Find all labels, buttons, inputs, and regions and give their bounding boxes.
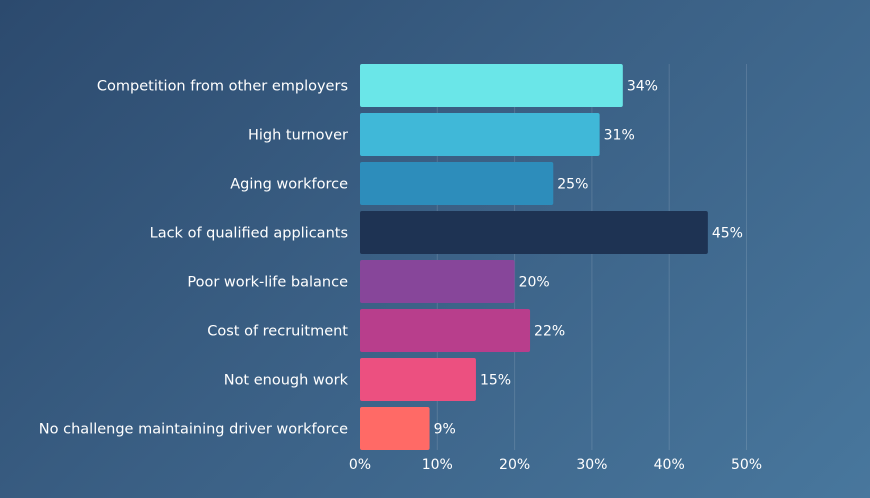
bar-5	[360, 260, 515, 303]
value-label-4: 45%	[712, 226, 743, 242]
x-axis-tick-labels: 0% 10% 20% 30% 40% 50%	[349, 457, 762, 473]
x-tick-label-10: 10%	[422, 457, 453, 473]
value-label-5: 20%	[519, 275, 550, 291]
category-label-1: Competition from other employers	[97, 79, 348, 95]
value-label-1: 34%	[627, 79, 658, 95]
value-labels: 34% 31% 25% 45% 20% 22% 15% 9%	[434, 79, 743, 438]
x-tick-label-40: 40%	[654, 457, 685, 473]
value-label-7: 15%	[480, 373, 511, 389]
value-label-6: 22%	[534, 324, 565, 340]
bar-8	[360, 407, 430, 450]
x-tick-label-30: 30%	[576, 457, 607, 473]
bar-1	[360, 64, 623, 107]
x-tick-label-0: 0%	[349, 457, 371, 473]
bars	[360, 64, 708, 450]
category-label-6: Cost of recruitment	[207, 324, 348, 340]
category-labels: Competition from other employers High tur…	[39, 79, 349, 438]
category-label-2: High turnover	[248, 128, 348, 144]
category-label-3: Aging workforce	[230, 177, 348, 193]
bar-3	[360, 162, 554, 205]
category-label-5: Poor work-life balance	[187, 275, 348, 291]
value-label-8: 9%	[434, 422, 456, 438]
bar-7	[360, 358, 476, 401]
value-label-3: 25%	[557, 177, 588, 193]
category-label-7: Not enough work	[224, 373, 349, 389]
x-tick-label-20: 20%	[499, 457, 530, 473]
value-label-2: 31%	[604, 128, 635, 144]
bar-4	[360, 211, 708, 254]
category-label-8: No challenge maintaining driver workforc…	[39, 422, 348, 438]
bar-2	[360, 113, 600, 156]
category-label-4: Lack of qualified applicants	[150, 226, 348, 242]
x-tick-label-50: 50%	[731, 457, 762, 473]
bar-6	[360, 309, 531, 352]
